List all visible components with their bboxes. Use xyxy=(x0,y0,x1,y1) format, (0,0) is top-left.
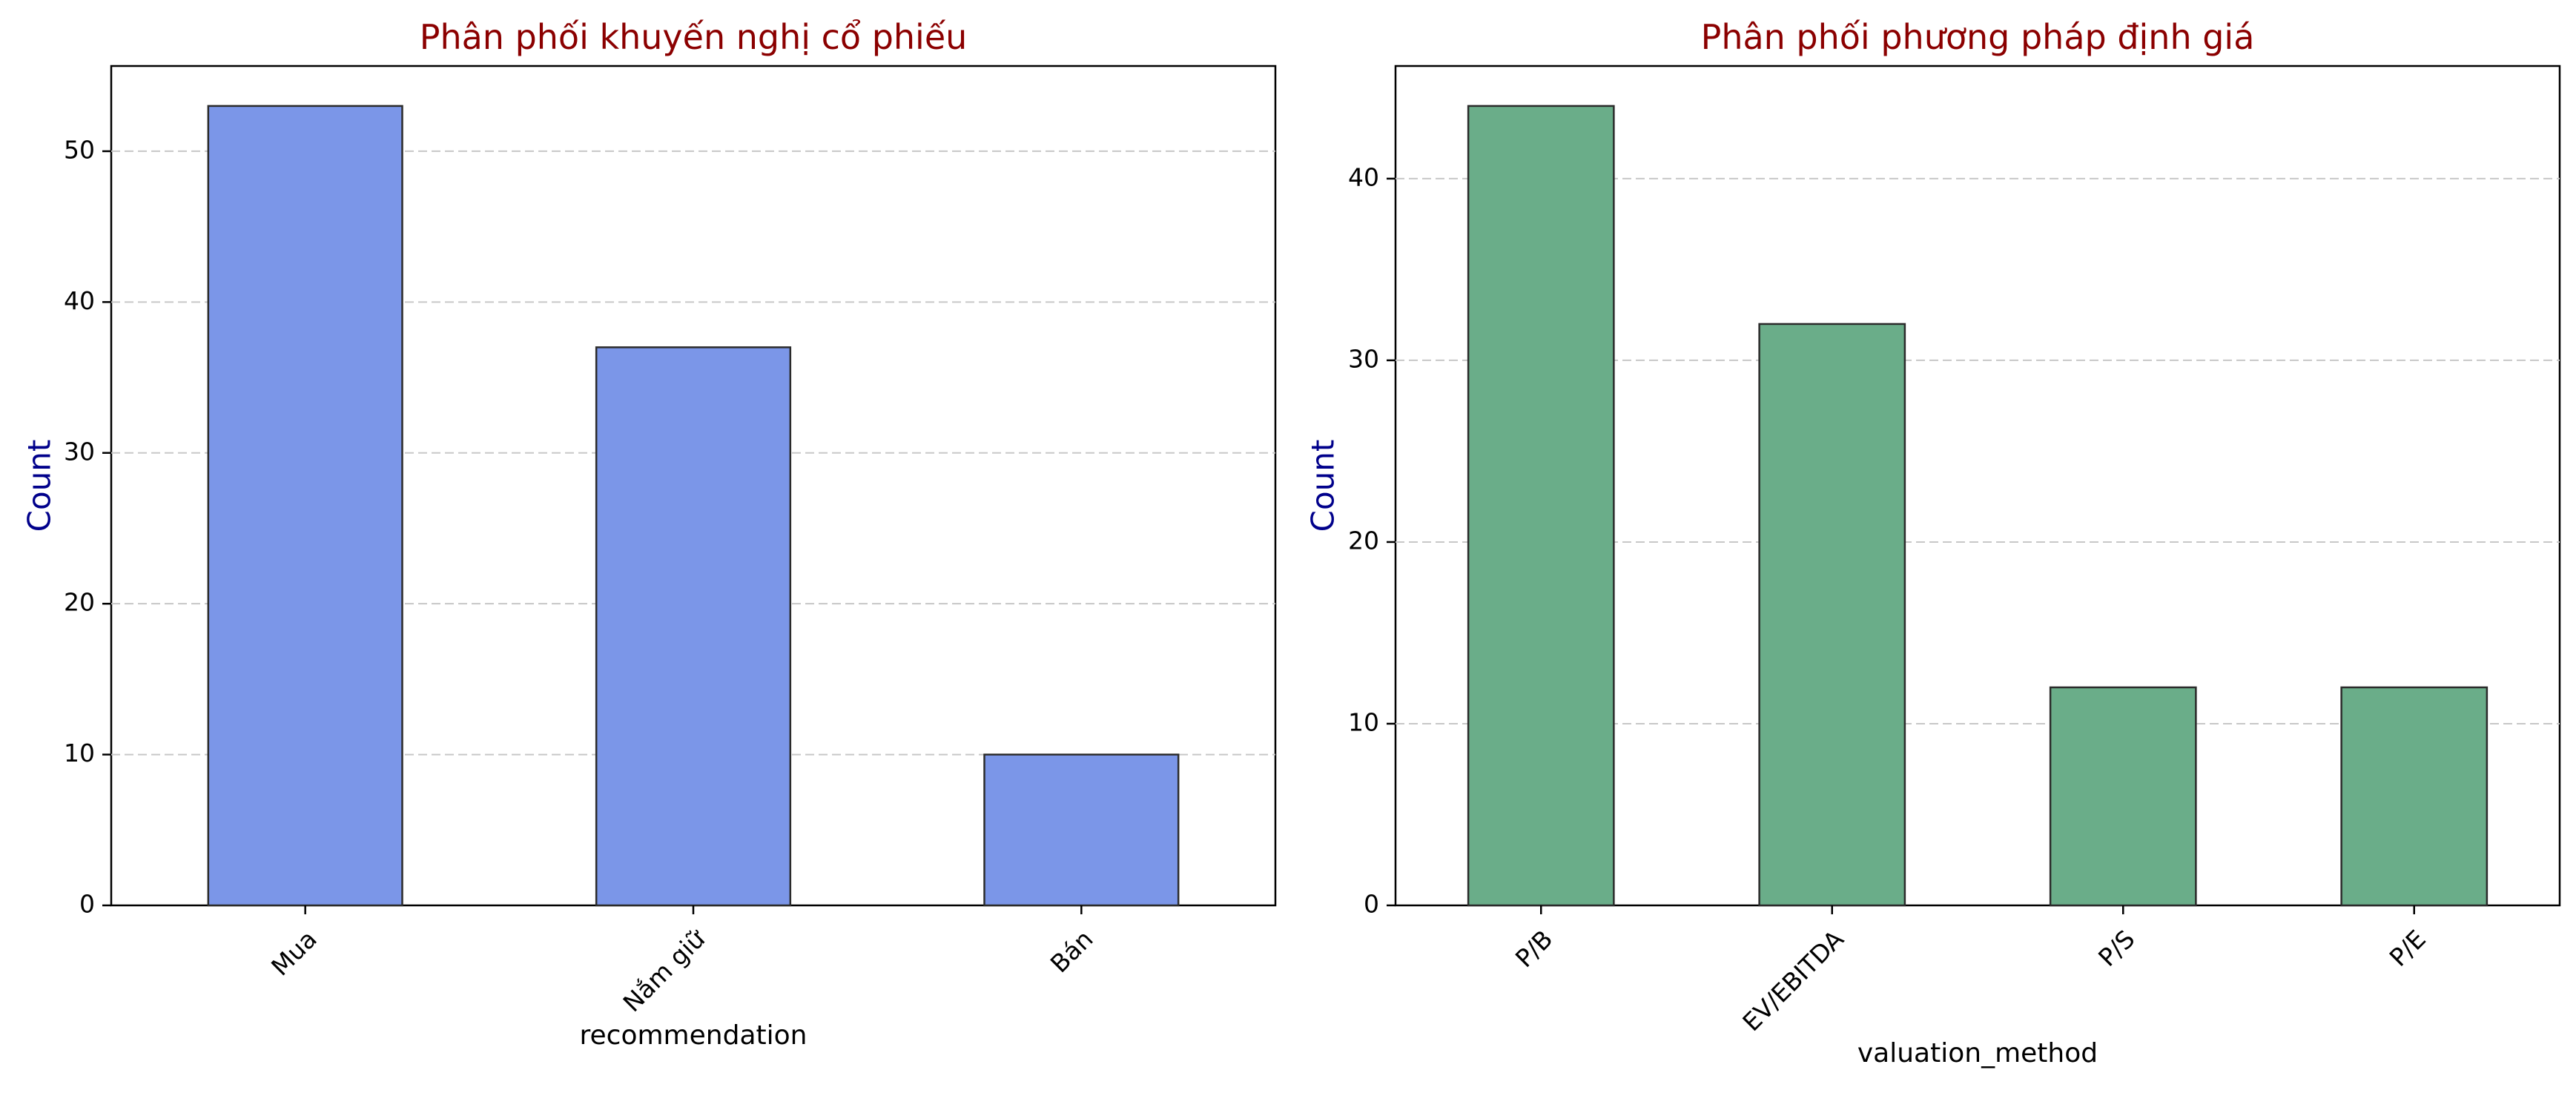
bar xyxy=(2049,686,2197,907)
x-axis-ticks: Mua Nắm giữ Bán xyxy=(265,905,1099,1017)
x-tick-label: P/E xyxy=(2384,925,2431,972)
recommendation-chart: Phân phối khuyến nghị cổ phiếu 0 10 20 30 40… xyxy=(22,17,1277,1051)
chart-title: Phân phối phương pháp định giá xyxy=(1701,17,2255,57)
y-tick-label: 30 xyxy=(64,437,95,466)
y-tick-label: 30 xyxy=(1348,344,1379,373)
bar xyxy=(1467,105,1615,907)
y-axis-label: Count xyxy=(1305,440,1341,532)
bars xyxy=(1467,105,2489,907)
x-axis-ticks: P/B EV/EBITDA P/S P/E xyxy=(1510,905,2431,1037)
y-axis-ticks: 0 10 20 30 40 xyxy=(1348,162,1396,919)
x-axis-label: recommendation xyxy=(580,1020,808,1051)
y-tick-label: 40 xyxy=(1348,162,1379,191)
bar xyxy=(1758,323,1906,907)
y-tick-label: 20 xyxy=(1348,526,1379,555)
bar xyxy=(2340,686,2489,907)
x-tick-label: Bán xyxy=(1045,925,1099,979)
bar xyxy=(983,753,1180,907)
y-tick-label: 0 xyxy=(1364,890,1379,919)
x-tick-label: P/S xyxy=(2093,925,2140,972)
y-tick-label: 20 xyxy=(64,588,95,617)
valuation-method-chart: Phân phối phương pháp định giá 0 10 20 30 40… xyxy=(1305,17,2561,1069)
bars xyxy=(207,105,1180,907)
x-tick-label: Nắm giữ xyxy=(618,923,712,1017)
x-tick-label: P/B xyxy=(1510,925,1559,974)
y-tick-label: 0 xyxy=(79,890,95,919)
y-tick-label: 10 xyxy=(1348,707,1379,736)
y-axis-ticks: 0 10 20 30 40 50 xyxy=(64,135,111,919)
bar xyxy=(207,105,403,907)
y-tick-label: 50 xyxy=(64,135,95,164)
x-axis-label: valuation_method xyxy=(1857,1038,2098,1069)
y-tick-label: 10 xyxy=(64,739,95,767)
chart-title: Phân phối khuyến nghị cổ phiếu xyxy=(420,17,968,57)
x-tick-label: Mua xyxy=(265,925,323,982)
y-axis-label: Count xyxy=(22,440,58,532)
bar xyxy=(595,346,792,907)
y-tick-label: 40 xyxy=(64,286,95,315)
x-tick-label: EV/EBITDA xyxy=(1737,924,1849,1037)
plot-area xyxy=(1394,65,2561,907)
